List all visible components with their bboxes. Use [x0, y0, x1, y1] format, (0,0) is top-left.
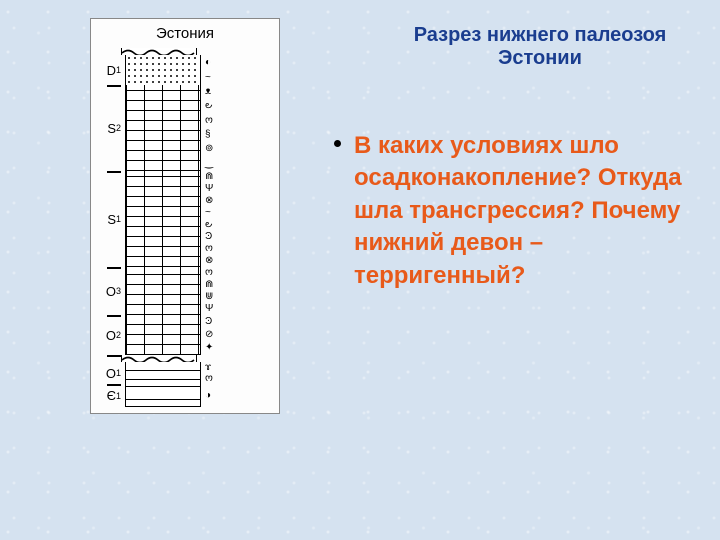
segment-label: O1	[95, 362, 125, 384]
lithology-brick	[125, 85, 201, 171]
segment-Є1: Є1 ◑	[95, 384, 275, 407]
stratigraphic-column: Эстония D1 ◐~ S2 ᴥ౿ო§⊚‿ S1 ⋒Ψ⊗~౿Ͽო⊗ O3 ო⋒⋓Ψ O2 Ͽ⊘…	[90, 18, 280, 414]
bullet-content: В каких условиях шло осадконакопление? О…	[354, 132, 682, 289]
segment-label: Є1	[95, 384, 125, 407]
segment-label: D1	[95, 55, 125, 85]
boundary-tick	[107, 267, 121, 269]
segment-label: O2	[95, 315, 125, 355]
boundary-tick	[107, 171, 121, 173]
segment-label: S1	[95, 171, 125, 267]
segment-S2: S2 ᴥ౿ო§⊚‿	[95, 85, 275, 171]
slide-title: Разрез нижнего палеозоя Эстонии	[400, 24, 680, 70]
fossil-icons: ◐~	[201, 55, 233, 85]
lithology-wavy	[125, 362, 201, 384]
boundary-tick	[107, 355, 121, 357]
boundary-tick	[107, 315, 121, 317]
segment-O3: O3 ო⋒⋓Ψ	[95, 267, 275, 315]
lithology-brick	[125, 315, 201, 355]
fossil-icons: ᴥ౿ო§⊚‿	[201, 85, 233, 171]
segment-label: S2	[95, 85, 125, 171]
lithology-brick	[125, 267, 201, 315]
column-body: D1 ◐~ S2 ᴥ౿ო§⊚‿ S1 ⋒Ψ⊗~౿Ͽო⊗ O3 ო⋒⋓Ψ O2 Ͽ⊘✦ O1 ɤო Є1 ◑	[95, 48, 275, 407]
lithology-brick	[125, 171, 201, 267]
segment-O2: O2 Ͽ⊘✦	[95, 315, 275, 355]
fossil-icons: ო⋒⋓Ψ	[201, 267, 233, 315]
fossil-icons: ◑	[201, 384, 233, 407]
lithology-shale	[125, 384, 201, 407]
boundary-tick	[107, 85, 121, 87]
fossil-icons: ɤო	[201, 362, 233, 384]
segment-O1: O1 ɤო	[95, 362, 275, 384]
column-title: Эстония	[95, 25, 275, 42]
lithology-dots	[125, 55, 201, 85]
fossil-icons: ⋒Ψ⊗~౿Ͽო⊗	[201, 171, 233, 267]
bullet-marker	[334, 140, 341, 147]
boundary-tick	[107, 384, 121, 386]
bullet-text: В каких условиях шло осадконакопление? О…	[354, 130, 694, 292]
segment-S1: S1 ⋒Ψ⊗~౿Ͽო⊗	[95, 171, 275, 267]
segment-label: O3	[95, 267, 125, 315]
fossil-icons: Ͽ⊘✦	[201, 315, 233, 355]
segment-D1: D1 ◐~	[95, 55, 275, 85]
